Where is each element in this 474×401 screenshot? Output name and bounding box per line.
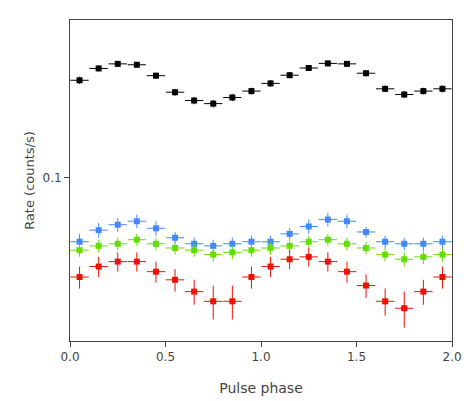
svg-text:1.5: 1.5 (347, 350, 366, 364)
svg-text:2.0: 2.0 (442, 350, 461, 364)
svg-text:0.5: 0.5 (156, 350, 175, 364)
svg-text:Pulse phase: Pulse phase (219, 380, 303, 396)
svg-text:0.0: 0.0 (60, 350, 79, 364)
svg-text:Rate (counts/s): Rate (counts/s) (22, 131, 37, 230)
svg-text:0.1: 0.1 (43, 171, 62, 185)
svg-text:1.0: 1.0 (251, 350, 270, 364)
